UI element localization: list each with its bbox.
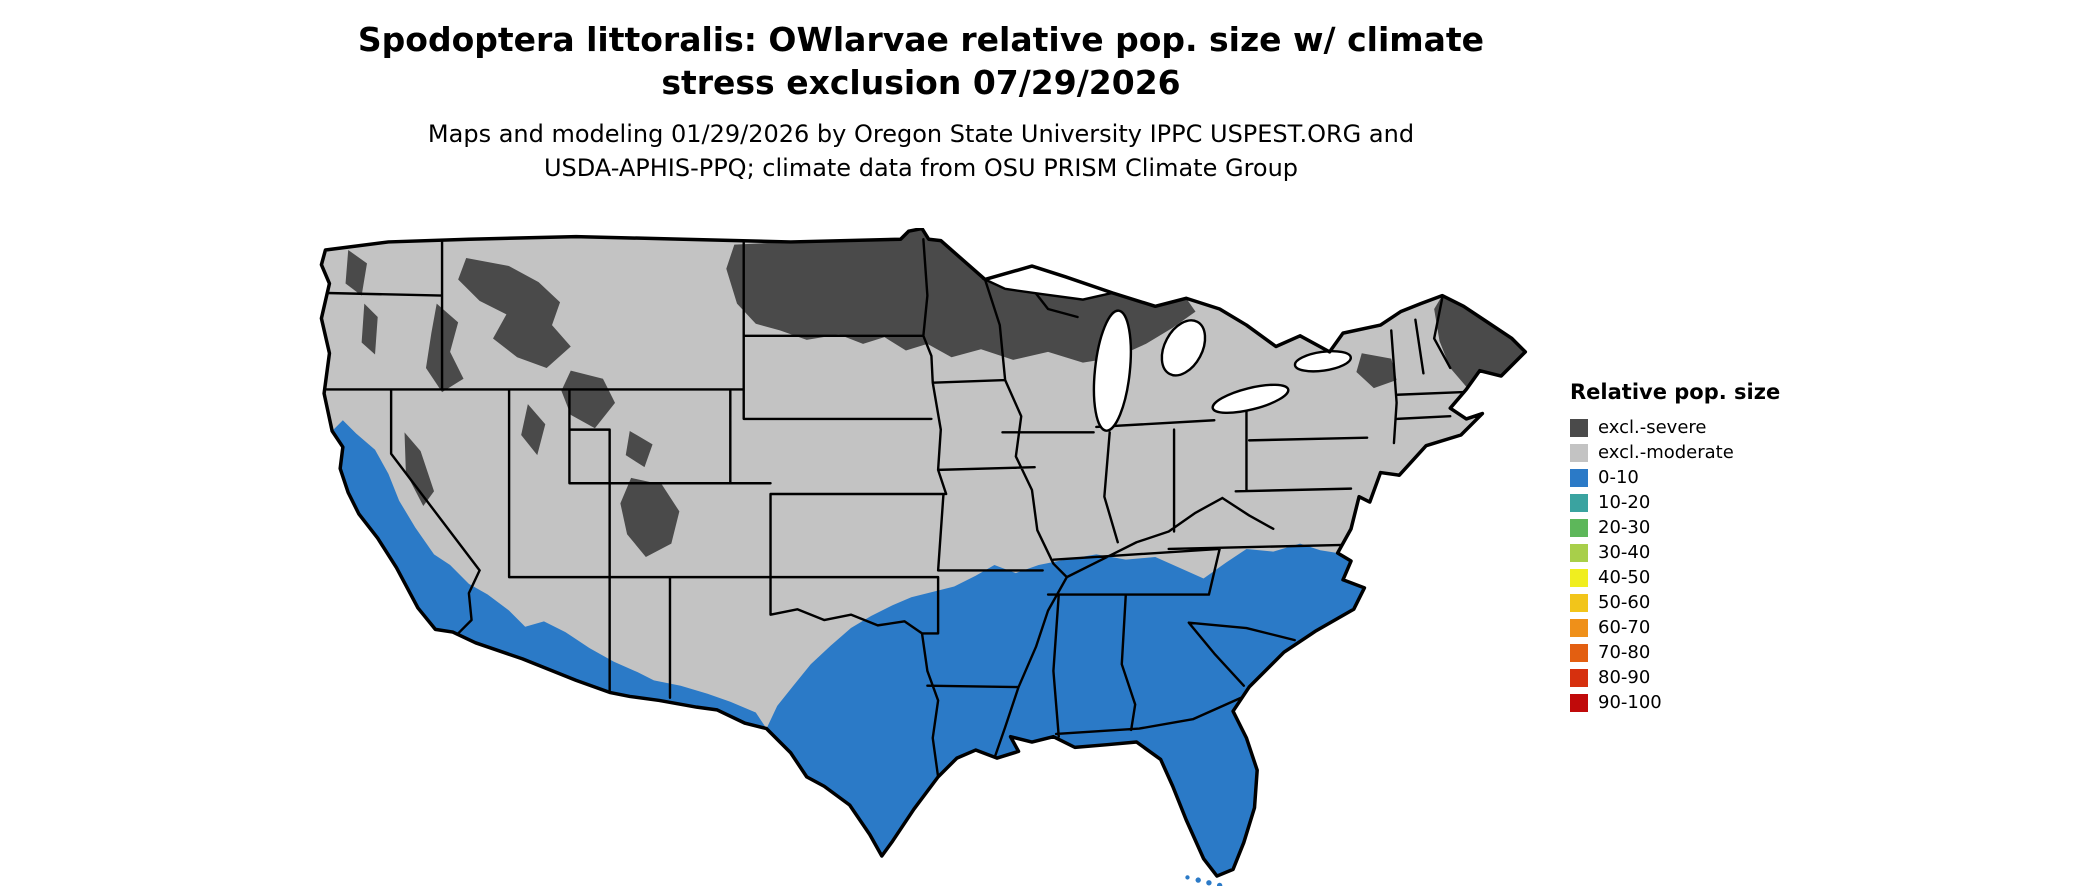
legend-label: 20-30	[1598, 517, 1651, 538]
lake-ontario	[1293, 349, 1352, 373]
legend: Relative pop. size excl.-severe excl.-mo…	[1570, 380, 1780, 715]
lake-huron	[1160, 319, 1207, 377]
legend-item: excl.-severe	[1570, 415, 1780, 440]
legend-item: 10-20	[1570, 490, 1780, 515]
legend-label: 40-50	[1598, 567, 1651, 588]
state-borders	[321, 238, 1465, 779]
legend-swatch-50-60	[1570, 593, 1588, 612]
legend-label: 80-90	[1598, 667, 1651, 688]
us-map-svg	[319, 228, 1528, 886]
legend-item: 50-60	[1570, 590, 1780, 615]
legend-swatch-80-90	[1570, 668, 1588, 687]
legend-swatch-20-30	[1570, 518, 1588, 537]
legend-label: excl.-severe	[1598, 417, 1707, 438]
legend-swatch-excl-moderate	[1570, 443, 1588, 462]
legend-item: 80-90	[1570, 665, 1780, 690]
lake-erie	[1211, 383, 1290, 415]
legend-label: 0-10	[1598, 467, 1639, 488]
florida-keys	[1185, 875, 1223, 886]
legend-swatch-0-10	[1570, 468, 1588, 487]
legend-label: excl.-moderate	[1598, 442, 1734, 463]
legend-item: 60-70	[1570, 615, 1780, 640]
header: Spodoptera littoralis: OWlarvae relative…	[0, 18, 1842, 185]
legend-item: 40-50	[1570, 565, 1780, 590]
legend-item: 20-30	[1570, 515, 1780, 540]
legend-item: excl.-moderate	[1570, 440, 1780, 465]
legend-swatch-60-70	[1570, 618, 1588, 637]
excl-severe-region	[345, 228, 1526, 557]
legend-title: Relative pop. size	[1570, 380, 1781, 404]
map-title-line1: Spodoptera littoralis: OWlarvae relative…	[357, 20, 1485, 59]
legend-label: 30-40	[1598, 542, 1651, 563]
legend-swatch-30-40	[1570, 543, 1588, 562]
legend-swatch-90-100	[1570, 693, 1588, 712]
map-title-line2: stress exclusion 07/29/2026	[661, 63, 1181, 102]
legend-item: 0-10	[1570, 465, 1780, 490]
lake-michigan	[1092, 309, 1133, 432]
legend-label: 60-70	[1598, 617, 1651, 638]
legend-item: 70-80	[1570, 640, 1780, 665]
legend-label: 70-80	[1598, 642, 1651, 663]
pop-0-10-region	[332, 420, 1365, 877]
legend-label: 90-100	[1598, 692, 1662, 713]
map-subtitle-line1: Maps and modeling 01/29/2026 by Oregon S…	[427, 120, 1415, 148]
legend-item: 90-100	[1570, 690, 1780, 715]
legend-label: 50-60	[1598, 592, 1651, 613]
map-subtitle-line2: USDA-APHIS-PPQ; climate data from OSU PR…	[543, 154, 1299, 182]
legend-label: 10-20	[1598, 492, 1651, 513]
map-subtitle: Maps and modeling 01/29/2026 by Oregon S…	[0, 117, 1842, 185]
legend-swatch-40-50	[1570, 568, 1588, 587]
legend-swatch-excl-severe	[1570, 418, 1588, 437]
legend-item: 30-40	[1570, 540, 1780, 565]
legend-swatch-70-80	[1570, 643, 1588, 662]
legend-swatch-10-20	[1570, 493, 1588, 512]
us-map	[308, 228, 1528, 886]
